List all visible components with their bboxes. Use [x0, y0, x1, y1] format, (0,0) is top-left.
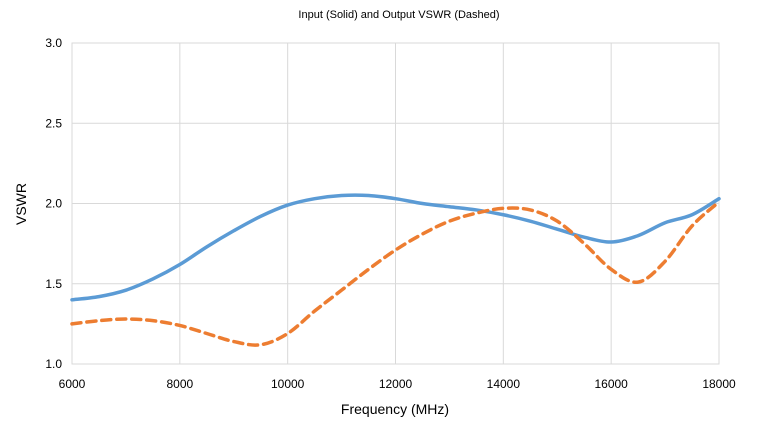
y-tick-label: 3.0 — [45, 36, 62, 50]
y-tick-label: 1.0 — [45, 357, 62, 371]
x-tick-label: 16000 — [594, 377, 628, 391]
y-tick-label: 1.5 — [45, 277, 62, 291]
gridlines — [71, 42, 720, 365]
plot-area — [71, 42, 720, 365]
x-tick-label: 8000 — [166, 377, 193, 391]
y-tick-label: 2.5 — [45, 116, 62, 130]
y-tick-label: 2.0 — [45, 197, 62, 211]
x-tick-label: 18000 — [702, 377, 736, 391]
y-axis-title: VSWR — [13, 183, 29, 225]
y-axis-ticks: 1.0 1.5 2.0 2.5 3.0 — [45, 36, 62, 371]
input-vswr-line — [70, 193, 721, 302]
x-tick-label: 14000 — [487, 377, 521, 391]
output-vswr-line — [70, 200, 721, 347]
series-layer — [70, 193, 721, 347]
x-axis-title: Frequency (MHz) — [341, 401, 449, 417]
x-tick-label: 10000 — [271, 377, 305, 391]
chart-title: Input (Solid) and Output VSWR (Dashed) — [298, 9, 499, 21]
x-tick-label: 12000 — [379, 377, 413, 391]
x-tick-label: 6000 — [59, 377, 86, 391]
x-axis-ticks: 6000 8000 10000 12000 14000 16000 18000 — [59, 377, 736, 391]
